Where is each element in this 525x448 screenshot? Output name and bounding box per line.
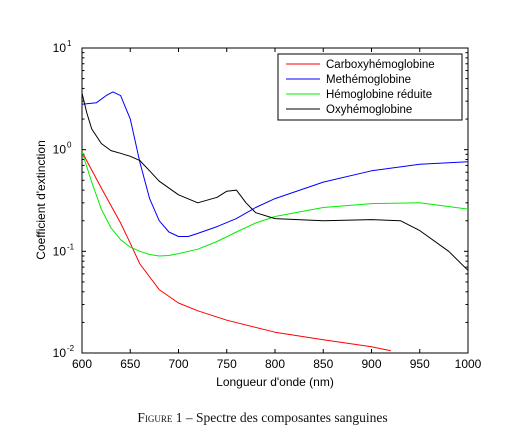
x-tick-label: 950: [410, 357, 430, 371]
legend-label: Carboxyhémoglobine: [326, 59, 435, 71]
y-tick-label-exponent: -2: [67, 344, 75, 353]
series-line-methemoglobine: [82, 91, 468, 237]
y-tick-label-exponent: -1: [67, 242, 75, 251]
legend-label: Hémoglobine réduite: [326, 89, 432, 101]
y-tick-label: 10: [53, 346, 67, 360]
legend: Carboxyhémoglobine Methémoglobine Hémoglob…: [277, 53, 463, 121]
x-tick-label: 600: [72, 357, 92, 371]
x-tick-label: 700: [168, 357, 188, 371]
x-tick-label: 1000: [455, 357, 482, 371]
y-tick-label-exponent: 0: [67, 141, 72, 150]
series-line-carboxyhemoglobine: [82, 151, 391, 352]
legend-label: Oxyhémoglobine: [326, 104, 412, 116]
y-tick-label-exponent: 1: [67, 39, 72, 48]
series-line-hemoglobine-reduite: [82, 151, 468, 257]
y-axis-label: Coefficient d'extinction: [34, 140, 48, 259]
figure-caption: Figure 1 – Spectre des composantes sangu…: [0, 410, 525, 426]
x-tick-label: 750: [217, 357, 237, 371]
y-tick-label: 10: [53, 41, 67, 55]
figure-caption-text: – Spectre des composantes sanguines: [185, 410, 388, 425]
series-line-oxyhemoglobine: [82, 92, 468, 271]
x-axis-label: Longueur d'onde (nm): [216, 375, 334, 389]
x-tick-label: 800: [265, 357, 285, 371]
y-tick-label: 10: [53, 244, 67, 258]
figure-label: Figure 1: [137, 410, 183, 425]
x-tick-label: 900: [361, 357, 381, 371]
x-tick-label: 650: [120, 357, 140, 371]
x-tick-label: 850: [313, 357, 333, 371]
legend-label: Methémoglobine: [326, 74, 411, 86]
y-tick-label: 10: [53, 143, 67, 157]
